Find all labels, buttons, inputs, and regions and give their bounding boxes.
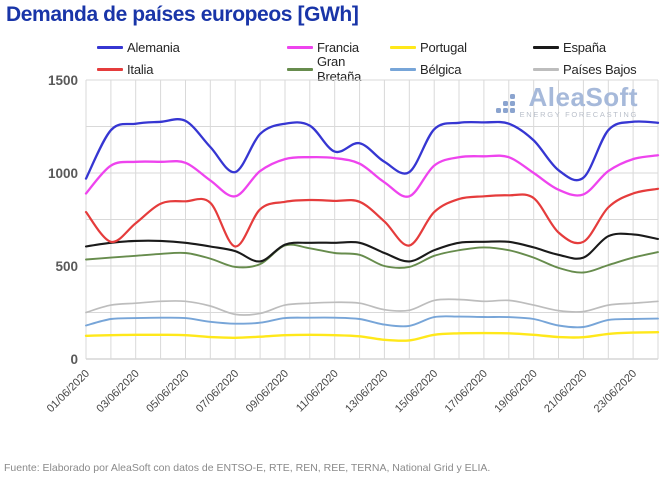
- paises-bajos-line-swatch: [533, 67, 559, 71]
- italia-line-swatch: [97, 67, 123, 71]
- svg-text:19/06/2020: 19/06/2020: [492, 368, 539, 415]
- portugal-line-swatch: [390, 45, 416, 49]
- svg-text:03/06/2020: 03/06/2020: [94, 368, 141, 415]
- series-line-Italia: [84, 187, 660, 248]
- series-line-España: [84, 232, 660, 263]
- svg-text:23/06/2020: 23/06/2020: [592, 368, 639, 415]
- series-line-Países Bajos: [85, 298, 659, 316]
- francia-line-swatch: [287, 45, 313, 49]
- svg-text:21/06/2020: 21/06/2020: [542, 368, 589, 415]
- source-note: Fuente: Elaborado por AleaSoft con datos…: [4, 462, 491, 474]
- alemania-line-swatch: [97, 45, 123, 49]
- legend-label: Italia: [127, 61, 154, 77]
- svg-text:09/06/2020: 09/06/2020: [244, 368, 291, 415]
- series-lines: [84, 118, 660, 342]
- legend-item-italia: Italia: [97, 58, 287, 80]
- espana-line-swatch: [533, 45, 559, 49]
- legend-item-belgica: Bélgica: [390, 58, 533, 80]
- legend-item-espana: España: [533, 36, 657, 58]
- y-axis-tick-labels: 0 500 1000 1500: [48, 73, 78, 367]
- svg-text:07/06/2020: 07/06/2020: [194, 368, 241, 415]
- gran-bretana-line-swatch: [287, 67, 313, 71]
- gridlines: [85, 79, 659, 360]
- series-line-Alemania: [84, 118, 660, 182]
- series-line-Gran Bretaña: [85, 243, 659, 274]
- legend-item-alemania: Alemania: [97, 36, 287, 58]
- legend-label: Alemania: [127, 39, 180, 55]
- legend-label: Países Bajos: [563, 61, 637, 77]
- series-line-Francia: [84, 154, 660, 198]
- svg-text:05/06/2020: 05/06/2020: [144, 368, 191, 415]
- svg-text:01/06/2020: 01/06/2020: [45, 368, 92, 415]
- legend-label: Bélgica: [420, 61, 462, 77]
- series-line-Portugal: [84, 331, 660, 342]
- page-title: Demanda de países europeos [GWh]: [6, 3, 359, 26]
- legend-item-paises-bajos: Países Bajos: [533, 58, 657, 80]
- legend-item-portugal: Portugal: [390, 36, 533, 58]
- series-line-Bélgica: [85, 315, 659, 329]
- svg-text:0: 0: [70, 352, 78, 367]
- x-axis-tick-labels: 01/06/2020 03/06/2020 05/06/2020 07/06/2020…: [45, 368, 640, 415]
- aleasoft-logo-tagline: ENERGY FORECASTING: [519, 110, 638, 119]
- svg-text:17/06/2020: 17/06/2020: [443, 368, 490, 415]
- legend-item-francia: Francia: [287, 36, 390, 58]
- aleasoft-logo-name: AleaSoft: [528, 82, 638, 112]
- legend-label: España: [563, 39, 606, 55]
- belgica-line-swatch: [390, 67, 416, 71]
- legend-label: Francia: [317, 39, 359, 55]
- aleasoft-logo: AleaSoft ENERGY FORECASTING: [494, 82, 638, 119]
- svg-text:15/06/2020: 15/06/2020: [393, 368, 440, 415]
- svg-text:11/06/2020: 11/06/2020: [294, 368, 341, 415]
- chart-legend: Alemania Francia Portugal España Italia …: [97, 36, 657, 84]
- svg-text:1000: 1000: [48, 166, 78, 181]
- aleasoft-dots-icon: [494, 92, 515, 113]
- legend-label: Portugal: [420, 39, 467, 55]
- svg-text:1500: 1500: [48, 73, 78, 88]
- svg-text:13/06/2020: 13/06/2020: [343, 368, 390, 415]
- svg-text:500: 500: [55, 259, 78, 274]
